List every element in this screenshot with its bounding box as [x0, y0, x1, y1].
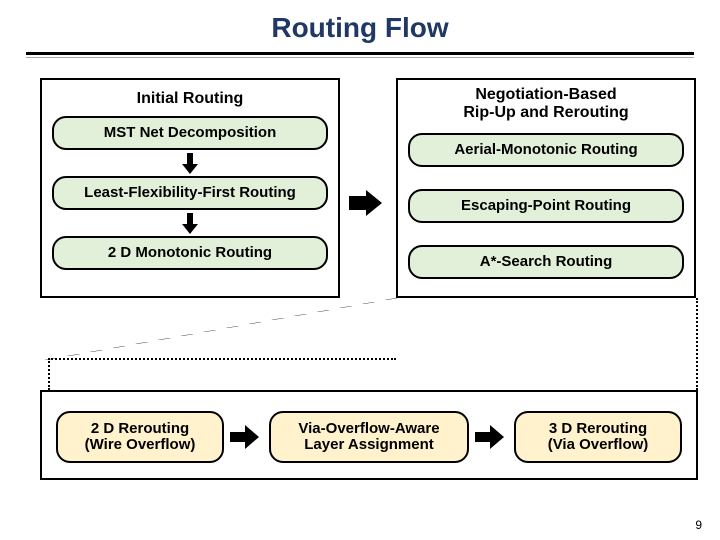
initial-routing-header-text: Initial Routing [137, 90, 244, 107]
pill-3d-rerouting: 3 D Rerouting (Via Overflow) [514, 411, 682, 463]
arrow-down-icon [42, 150, 338, 176]
header-line1: Negotiation-Based [475, 86, 616, 103]
pill-label: Escaping-Point Routing [461, 198, 631, 215]
bottom-row: 2 D Rerouting (Wire Overflow) Via-Overfl… [56, 410, 682, 464]
pill-line1: 2 D Rerouting [91, 421, 189, 438]
pill-aerial-monotonic: Aerial-Monotonic Routing [408, 133, 684, 167]
dotted-line [44, 298, 398, 360]
arrow-down-icon [42, 210, 338, 236]
page-title: Routing Flow [0, 0, 720, 52]
pill-via-overflow-aware: Via-Overflow-Aware Layer Assignment [269, 411, 469, 463]
pill-astar-search: A*-Search Routing [408, 245, 684, 279]
pill-label: MST Net Decomposition [104, 125, 277, 142]
initial-routing-header: Initial Routing [42, 80, 338, 116]
pill-label: 2 D Monotonic Routing [108, 245, 272, 262]
pill-label: Aerial-Monotonic Routing [454, 142, 637, 159]
negotiation-rerouting-box: Negotiation-Based Rip-Up and Rerouting A… [396, 78, 696, 298]
pill-mst-net-decomposition: MST Net Decomposition [52, 116, 328, 150]
pill-label: A*-Search Routing [480, 254, 613, 271]
pill-line2: (Via Overflow) [548, 437, 649, 454]
dotted-line [48, 358, 396, 360]
bottom-detail-box: 2 D Rerouting (Wire Overflow) Via-Overfl… [40, 390, 698, 480]
pill-label: Least-Flexibility-First Routing [84, 185, 296, 202]
title-underline-thin [26, 57, 694, 58]
arrow-right-icon [475, 424, 509, 450]
pill-line1: 3 D Rerouting [549, 421, 647, 438]
negotiation-header: Negotiation-Based Rip-Up and Rerouting [398, 80, 694, 127]
pill-escaping-point: Escaping-Point Routing [408, 189, 684, 223]
pill-line2: (Wire Overflow) [85, 437, 196, 454]
dotted-line [48, 358, 50, 390]
title-underline [26, 52, 694, 55]
header-line2: Rip-Up and Rerouting [463, 104, 628, 121]
initial-routing-box: Initial Routing MST Net Decomposition Le… [40, 78, 340, 298]
pill-line2: Layer Assignment [304, 437, 434, 454]
dotted-line [696, 298, 698, 390]
pill-2d-monotonic-routing: 2 D Monotonic Routing [52, 236, 328, 270]
pill-line1: Via-Overflow-Aware [298, 421, 439, 438]
pill-2d-rerouting: 2 D Rerouting (Wire Overflow) [56, 411, 224, 463]
page-number: 9 [695, 518, 702, 532]
title-text: Routing Flow [271, 12, 448, 43]
pill-least-flexibility-first: Least-Flexibility-First Routing [52, 176, 328, 210]
arrow-right-icon [230, 424, 264, 450]
